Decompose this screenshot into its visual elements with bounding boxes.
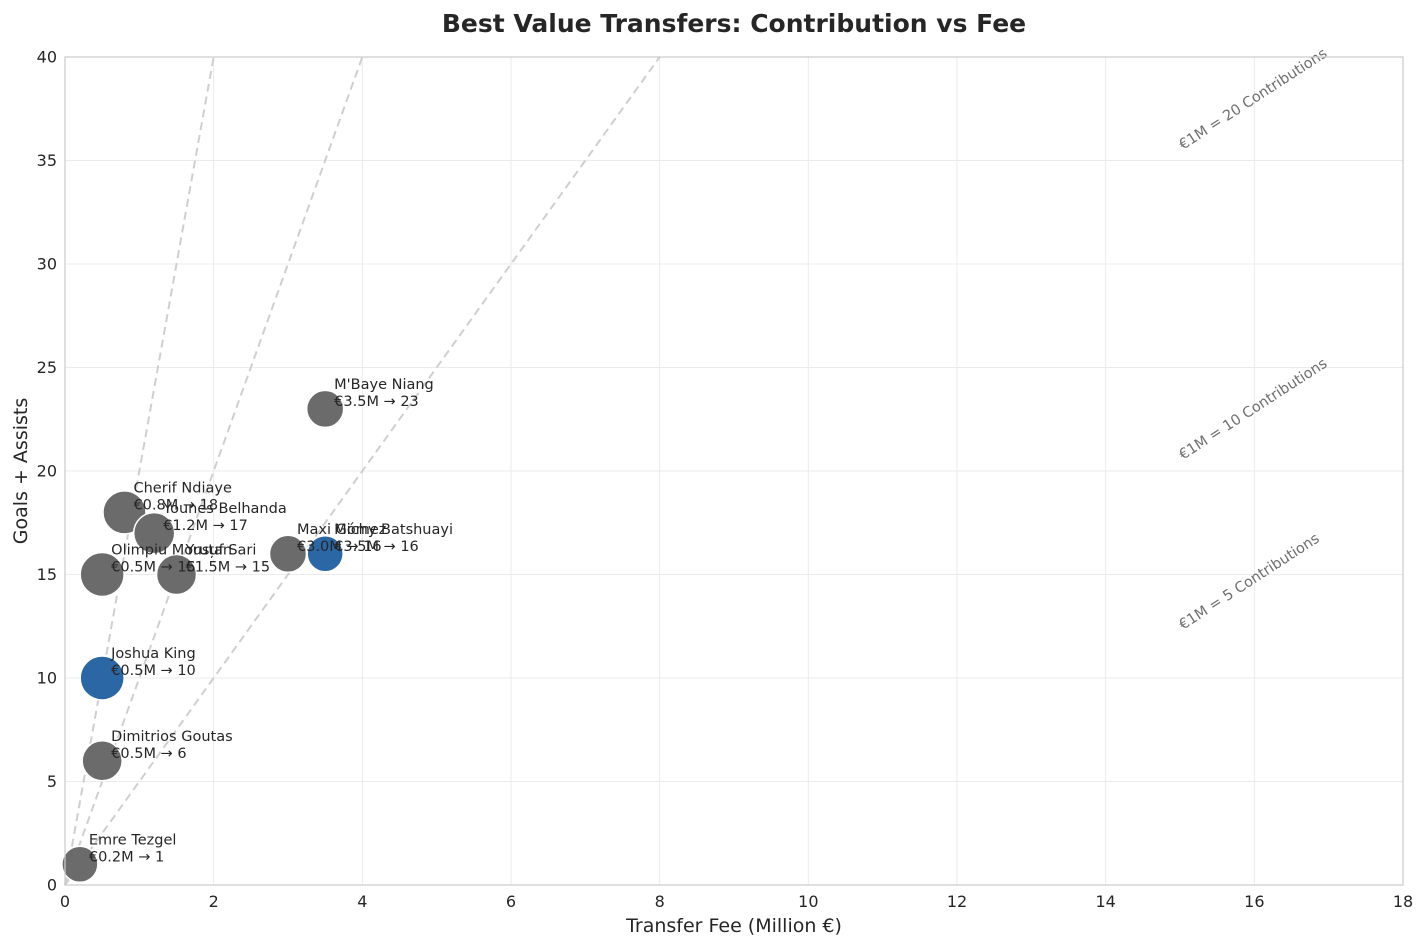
reference-line-label: €1M = 10 Contributions: [1176, 356, 1330, 464]
y-tick-label: 15: [37, 565, 57, 584]
y-tick-label: 0: [47, 876, 57, 895]
y-ticks: 0 5 10 15 20 25 30 35 40: [37, 48, 57, 895]
x-tick-label: 4: [357, 892, 367, 911]
data-point: [155, 553, 198, 596]
x-tick-label: 16: [1244, 892, 1264, 911]
x-tick-label: 12: [947, 892, 967, 911]
grid-layer: [64, 56, 1404, 886]
reference-line: [64, 56, 661, 886]
y-tick-label: 40: [37, 48, 57, 67]
data-point: [79, 655, 125, 701]
reference-line-label: €1M = 5 Contributions: [1176, 531, 1322, 634]
point-name-label: Olimpiu Moruțan: [111, 543, 232, 559]
chart-title: Best Value Transfers: Contribution vs Fe…: [442, 9, 1026, 38]
point-value-label: €3.5M → 23: [334, 394, 419, 410]
data-point: [306, 535, 344, 573]
data-point: [102, 490, 147, 535]
reference-labels-layer: €1M = 20 Contributions €1M = 10 Contribut…: [1176, 46, 1330, 634]
point-value-label: €3.0M → 16: [297, 539, 382, 555]
point-name-label: Emre Tezgel: [89, 832, 177, 848]
reference-line-label: €1M = 20 Contributions: [1176, 46, 1330, 154]
data-point: [305, 389, 345, 429]
point-value-label: €0.5M → 15: [111, 560, 196, 576]
data-point: [79, 551, 125, 598]
point-name-label: Michy Batshuayi: [334, 522, 453, 538]
x-tick-label: 10: [798, 892, 818, 911]
data-points-layer: [61, 389, 345, 884]
point-name-label: Cherif Ndiaye: [133, 480, 231, 496]
x-ticks: 0 2 4 6 8 10 12 14 16 18: [60, 892, 1413, 911]
x-tick-label: 14: [1095, 892, 1115, 911]
x-tick-label: 6: [506, 892, 516, 911]
reference-line: [64, 56, 215, 886]
y-tick-label: 10: [37, 669, 57, 688]
data-point: [132, 511, 176, 555]
point-value-label: €0.8M → 18: [133, 497, 218, 513]
point-value-label: €0.5M → 6: [111, 746, 186, 762]
point-name-label: Dimitrios Goutas: [111, 729, 232, 745]
point-name-label: Joshua King: [110, 646, 196, 662]
point-name-label: Younes Belhanda: [162, 501, 287, 517]
data-point: [81, 740, 123, 782]
point-value-label: €1.2M → 17: [163, 518, 248, 534]
data-point: [61, 845, 99, 884]
x-tick-label: 0: [60, 892, 70, 911]
point-name-label: M'Baye Niang: [334, 377, 434, 393]
point-value-label: €3.5M → 16: [334, 539, 419, 555]
y-tick-label: 30: [37, 255, 57, 274]
point-value-label: €1.5M → 15: [186, 560, 271, 576]
point-name-label: Maxi Gómez: [297, 522, 386, 538]
y-tick-label: 20: [37, 462, 57, 481]
x-tick-label: 2: [209, 892, 219, 911]
y-tick-label: 5: [47, 772, 57, 791]
point-value-label: €0.2M → 1: [89, 849, 164, 865]
x-tick-label: 8: [655, 892, 665, 911]
y-axis-label: Goals + Assists: [10, 398, 32, 545]
x-tick-label: 18: [1393, 892, 1413, 911]
x-axis-label: Transfer Fee (Million €): [625, 915, 842, 937]
y-tick-label: 25: [37, 358, 57, 377]
y-tick-label: 35: [37, 151, 57, 170]
point-value-label: €0.5M → 10: [111, 663, 196, 679]
plot-frame: [64, 56, 1404, 886]
point-name-label: Yusuf Sari: [185, 543, 257, 559]
